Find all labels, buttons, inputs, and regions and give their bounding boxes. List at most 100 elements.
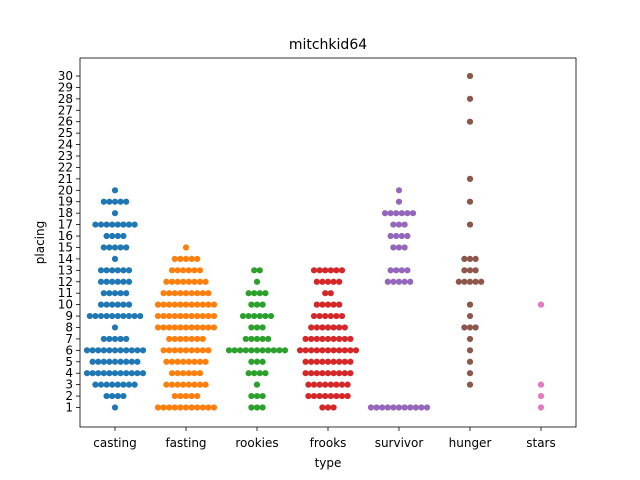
data-point	[191, 278, 198, 285]
data-point	[180, 267, 187, 274]
data-point	[117, 370, 124, 377]
data-point	[248, 358, 255, 365]
data-point	[248, 324, 255, 331]
data-point	[111, 324, 119, 331]
data-point	[253, 381, 261, 388]
y-tick-label: 20	[58, 183, 73, 197]
data-point	[166, 404, 173, 411]
data-point	[466, 335, 474, 343]
data-point	[194, 312, 201, 320]
data-point	[100, 335, 107, 343]
data-point	[395, 244, 403, 251]
data-point	[466, 95, 474, 102]
data-point	[308, 370, 315, 377]
data-point	[276, 347, 283, 354]
data-point	[324, 358, 332, 365]
data-point	[182, 290, 190, 297]
data-point	[466, 118, 474, 125]
data-point	[210, 404, 218, 411]
data-point	[109, 381, 116, 388]
y-tick-label: 17	[58, 218, 73, 232]
data-point	[210, 324, 218, 331]
data-point	[466, 221, 474, 228]
data-point	[253, 392, 261, 400]
data-point	[322, 381, 329, 388]
data-point	[97, 267, 105, 274]
data-point	[259, 404, 266, 411]
data-point	[166, 301, 173, 308]
data-point	[191, 358, 198, 365]
data-point	[163, 358, 170, 365]
data-point	[330, 370, 337, 377]
data-point	[466, 381, 474, 388]
data-point	[114, 381, 121, 388]
data-point	[182, 335, 190, 343]
data-point	[316, 381, 323, 388]
data-point	[111, 404, 119, 411]
data-point	[395, 404, 403, 411]
data-point	[398, 232, 405, 240]
data-point	[466, 267, 474, 274]
data-point	[120, 232, 127, 240]
y-tick-label: 13	[58, 263, 73, 277]
data-point	[202, 358, 209, 365]
data-point	[177, 347, 184, 354]
data-point	[316, 267, 323, 274]
data-point	[253, 301, 261, 308]
data-point	[103, 381, 110, 388]
data-point	[267, 312, 275, 320]
data-point	[472, 278, 479, 285]
data-point	[393, 210, 400, 217]
data-point	[125, 301, 133, 308]
data-point	[188, 290, 195, 297]
data-point	[338, 381, 346, 388]
y-axis: 1234567891011121314151617181920212223242…	[58, 69, 80, 415]
data-point	[199, 324, 206, 331]
data-point	[103, 267, 110, 274]
data-point	[401, 404, 408, 411]
data-point	[103, 392, 110, 400]
data-point	[166, 290, 173, 297]
data-point	[174, 370, 181, 377]
data-point	[313, 335, 320, 343]
data-point	[194, 347, 201, 354]
data-point	[381, 210, 389, 217]
data-point	[210, 312, 218, 320]
data-point	[117, 358, 124, 365]
data-point	[100, 347, 107, 354]
y-tick-label: 12	[58, 275, 73, 289]
data-point	[194, 404, 201, 411]
data-point	[182, 312, 190, 320]
data-point	[319, 404, 326, 411]
data-point	[191, 381, 198, 388]
data-point	[125, 267, 133, 274]
series-survivor	[367, 187, 431, 411]
data-point	[100, 290, 107, 297]
data-point	[537, 392, 545, 400]
data-point	[160, 404, 167, 411]
data-point	[344, 381, 351, 388]
data-point	[139, 370, 147, 377]
data-point	[461, 324, 468, 331]
data-point	[97, 278, 105, 285]
data-point	[395, 221, 403, 228]
data-point	[251, 312, 258, 320]
data-point	[231, 347, 238, 354]
data-point	[106, 244, 113, 251]
data-point	[137, 312, 144, 320]
data-point	[395, 198, 403, 205]
data-point	[111, 198, 119, 205]
data-point	[177, 392, 184, 400]
data-point	[205, 290, 212, 297]
data-point	[114, 278, 121, 285]
data-point	[313, 347, 320, 354]
data-point	[177, 301, 184, 308]
data-point	[168, 381, 176, 388]
data-point	[106, 347, 113, 354]
data-point	[253, 347, 261, 354]
data-point	[302, 358, 309, 365]
data-point	[128, 347, 135, 354]
data-point	[327, 312, 334, 320]
data-point	[336, 335, 343, 343]
data-point	[171, 335, 178, 343]
